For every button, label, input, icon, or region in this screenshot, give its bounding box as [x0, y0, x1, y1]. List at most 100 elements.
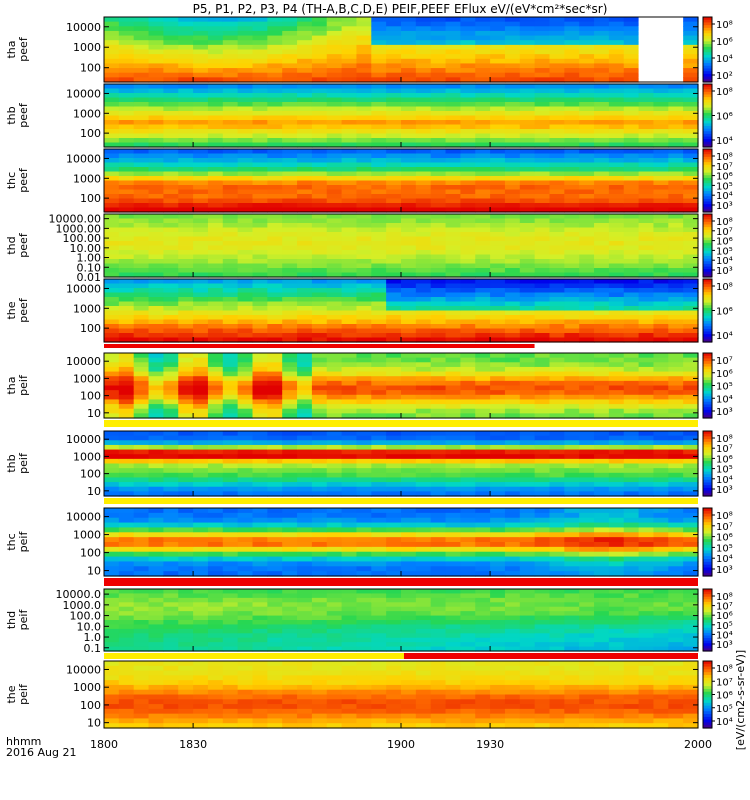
heatmap-cell [356, 454, 372, 460]
heatmap-cell [193, 546, 209, 553]
heatmap-cell [594, 162, 610, 168]
heatmap-cell [133, 259, 150, 265]
heatmap-cell [252, 413, 268, 419]
heatmap-cell [178, 124, 194, 130]
heatmap-cell [653, 111, 669, 117]
heatmap-cell [401, 486, 417, 492]
heatmap-cell [133, 435, 150, 441]
heatmap-cell [594, 537, 610, 543]
heatmap-cell [133, 362, 150, 368]
heatmap-cell [267, 232, 283, 238]
heatmap-cell [371, 408, 387, 414]
heatmap-cell [683, 477, 699, 483]
heatmap-cell [133, 171, 150, 177]
heatmap-cell [297, 399, 313, 405]
heatmap-cell [356, 390, 372, 396]
heatmap-cell [207, 380, 224, 387]
heatmap-cell [163, 194, 179, 200]
heatmap-cell [148, 254, 164, 260]
heatmap-cell [623, 189, 640, 195]
heatmap-cell [163, 333, 179, 339]
heatmap-cell [386, 357, 402, 363]
heatmap-cell [401, 44, 417, 51]
heatmap-cell [118, 292, 135, 298]
heatmap-cell [683, 551, 699, 558]
heatmap-cell [207, 133, 224, 139]
heatmap-cell [148, 380, 164, 387]
heatmap-cell [148, 408, 164, 414]
heatmap-cell [490, 245, 506, 251]
heatmap-cell [356, 84, 372, 90]
heatmap-cell [297, 142, 313, 148]
heatmap-cell [163, 167, 179, 173]
heatmap-cell [401, 292, 417, 298]
heatmap-cell [326, 399, 343, 405]
heatmap-cell [430, 482, 447, 488]
heatmap-cell [638, 259, 655, 265]
heatmap-cell [311, 522, 328, 529]
colorbar-segment [703, 510, 712, 515]
colorbar-frame [702, 213, 713, 278]
heatmap-cell [430, 77, 447, 83]
spectrogram-panels: 100001000100thapeef10⁸10⁶10⁴10²100001000… [5, 16, 733, 730]
heatmap-cell [207, 115, 224, 121]
heatmap-cell [534, 385, 551, 391]
heatmap-cell [133, 376, 150, 382]
heatmap-cell [415, 88, 432, 94]
heatmap-cell [430, 301, 447, 307]
colorbar-segment [703, 399, 712, 403]
heatmap-cell [326, 120, 343, 126]
heatmap-cell [475, 171, 491, 177]
heatmap-cell [163, 431, 179, 437]
heatmap-cell [341, 44, 358, 51]
heatmap-cell [222, 546, 239, 553]
heatmap-cell [608, 546, 625, 553]
heatmap-cell [222, 556, 239, 563]
heatmap-cell [326, 315, 343, 321]
heatmap-cell [297, 542, 313, 548]
heatmap-cell [475, 254, 491, 260]
heatmap-cell [133, 546, 150, 553]
heatmap-cell [104, 198, 120, 204]
heatmap-cell [104, 93, 120, 99]
heatmap-cell [683, 366, 699, 373]
colorbar-segment [703, 91, 712, 96]
heatmap-cell [148, 232, 164, 238]
heatmap-cell [207, 376, 224, 382]
heatmap-cell [415, 21, 432, 27]
heatmap-cell [222, 194, 239, 200]
heatmap-cell [237, 214, 254, 220]
heatmap-cell [668, 537, 684, 543]
heatmap-cell [490, 532, 506, 538]
heatmap-cell [193, 328, 209, 334]
heatmap-cell [653, 527, 669, 533]
heatmap-cell [608, 129, 625, 135]
heatmap-cell [623, 263, 640, 269]
heatmap-cell [415, 180, 432, 186]
heatmap-cell [282, 133, 298, 139]
heatmap-cell [683, 26, 699, 32]
heatmap-cell [163, 30, 179, 37]
heatmap-cell [133, 44, 150, 51]
heatmap-cell [163, 301, 179, 307]
heatmap-cell [356, 189, 372, 195]
heatmap-cell [237, 203, 254, 209]
heatmap-cell [222, 328, 239, 334]
heatmap-cell [371, 17, 387, 23]
heatmap-cell [267, 399, 283, 405]
heatmap-cell [564, 180, 580, 186]
heatmap-cell [549, 21, 565, 27]
heatmap-cell [148, 527, 164, 533]
heatmap-cell [623, 180, 640, 186]
heatmap-cell [460, 435, 476, 441]
heatmap-cell [178, 546, 194, 553]
heatmap-cell [519, 120, 536, 126]
heatmap-cell [341, 26, 358, 32]
heatmap-cell [133, 482, 150, 488]
heatmap-cell [118, 566, 135, 572]
heatmap-cell [104, 189, 120, 195]
heatmap-cell [371, 319, 387, 325]
heatmap-cell [148, 376, 164, 382]
heatmap-cell [490, 102, 506, 108]
